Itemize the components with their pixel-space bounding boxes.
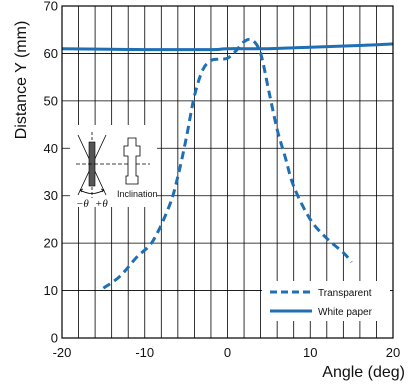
- inset-sensor-outline: [123, 137, 141, 185]
- series-line-white-paper: [61, 42, 394, 52]
- inset-plus-theta: +θ: [95, 198, 108, 210]
- legend-label-white-paper: White paper: [318, 307, 373, 318]
- x-axis-label: Angle (deg): [322, 364, 405, 381]
- plot-frame: [61, 5, 394, 339]
- y-tick-label: 50: [44, 93, 58, 108]
- x-tick-label: 20: [386, 345, 400, 360]
- y-tick-label: 10: [44, 283, 58, 298]
- y-tick-label: 40: [44, 141, 58, 156]
- series-line-transparent: [102, 37, 353, 290]
- y-tick-label: 60: [44, 46, 58, 61]
- inset-angle-arc: [79, 189, 105, 194]
- inset-arrow-right: [100, 188, 105, 193]
- y-tick-label: 20: [44, 236, 58, 251]
- inset-arrow-left: [79, 188, 84, 193]
- legend-background: [262, 281, 390, 321]
- inclination-inset: −θ +θ Inclination: [70, 125, 158, 210]
- series-layer: [61, 37, 394, 290]
- inset-background: [70, 125, 157, 207]
- x-tick-label: 0: [224, 345, 231, 360]
- x-tick-label: 10: [303, 345, 317, 360]
- y-tick-label: 70: [44, 0, 58, 14]
- y-tick-label: 0: [51, 331, 58, 346]
- x-tick-label: -20: [53, 345, 72, 360]
- legend: Transparent White paper: [262, 281, 390, 321]
- inset-caption: Inclination: [117, 189, 158, 199]
- y-axis-label: Distance Y (mm): [13, 21, 30, 140]
- tick-labels: -20 -10 0 10 20 0 10 20 30 40 50 60 70: [44, 0, 401, 360]
- x-tick-label: -10: [135, 345, 154, 360]
- legend-label-transparent: Transparent: [318, 288, 372, 299]
- inset-minus-theta: −θ: [76, 198, 89, 210]
- y-tick-label: 30: [44, 188, 58, 203]
